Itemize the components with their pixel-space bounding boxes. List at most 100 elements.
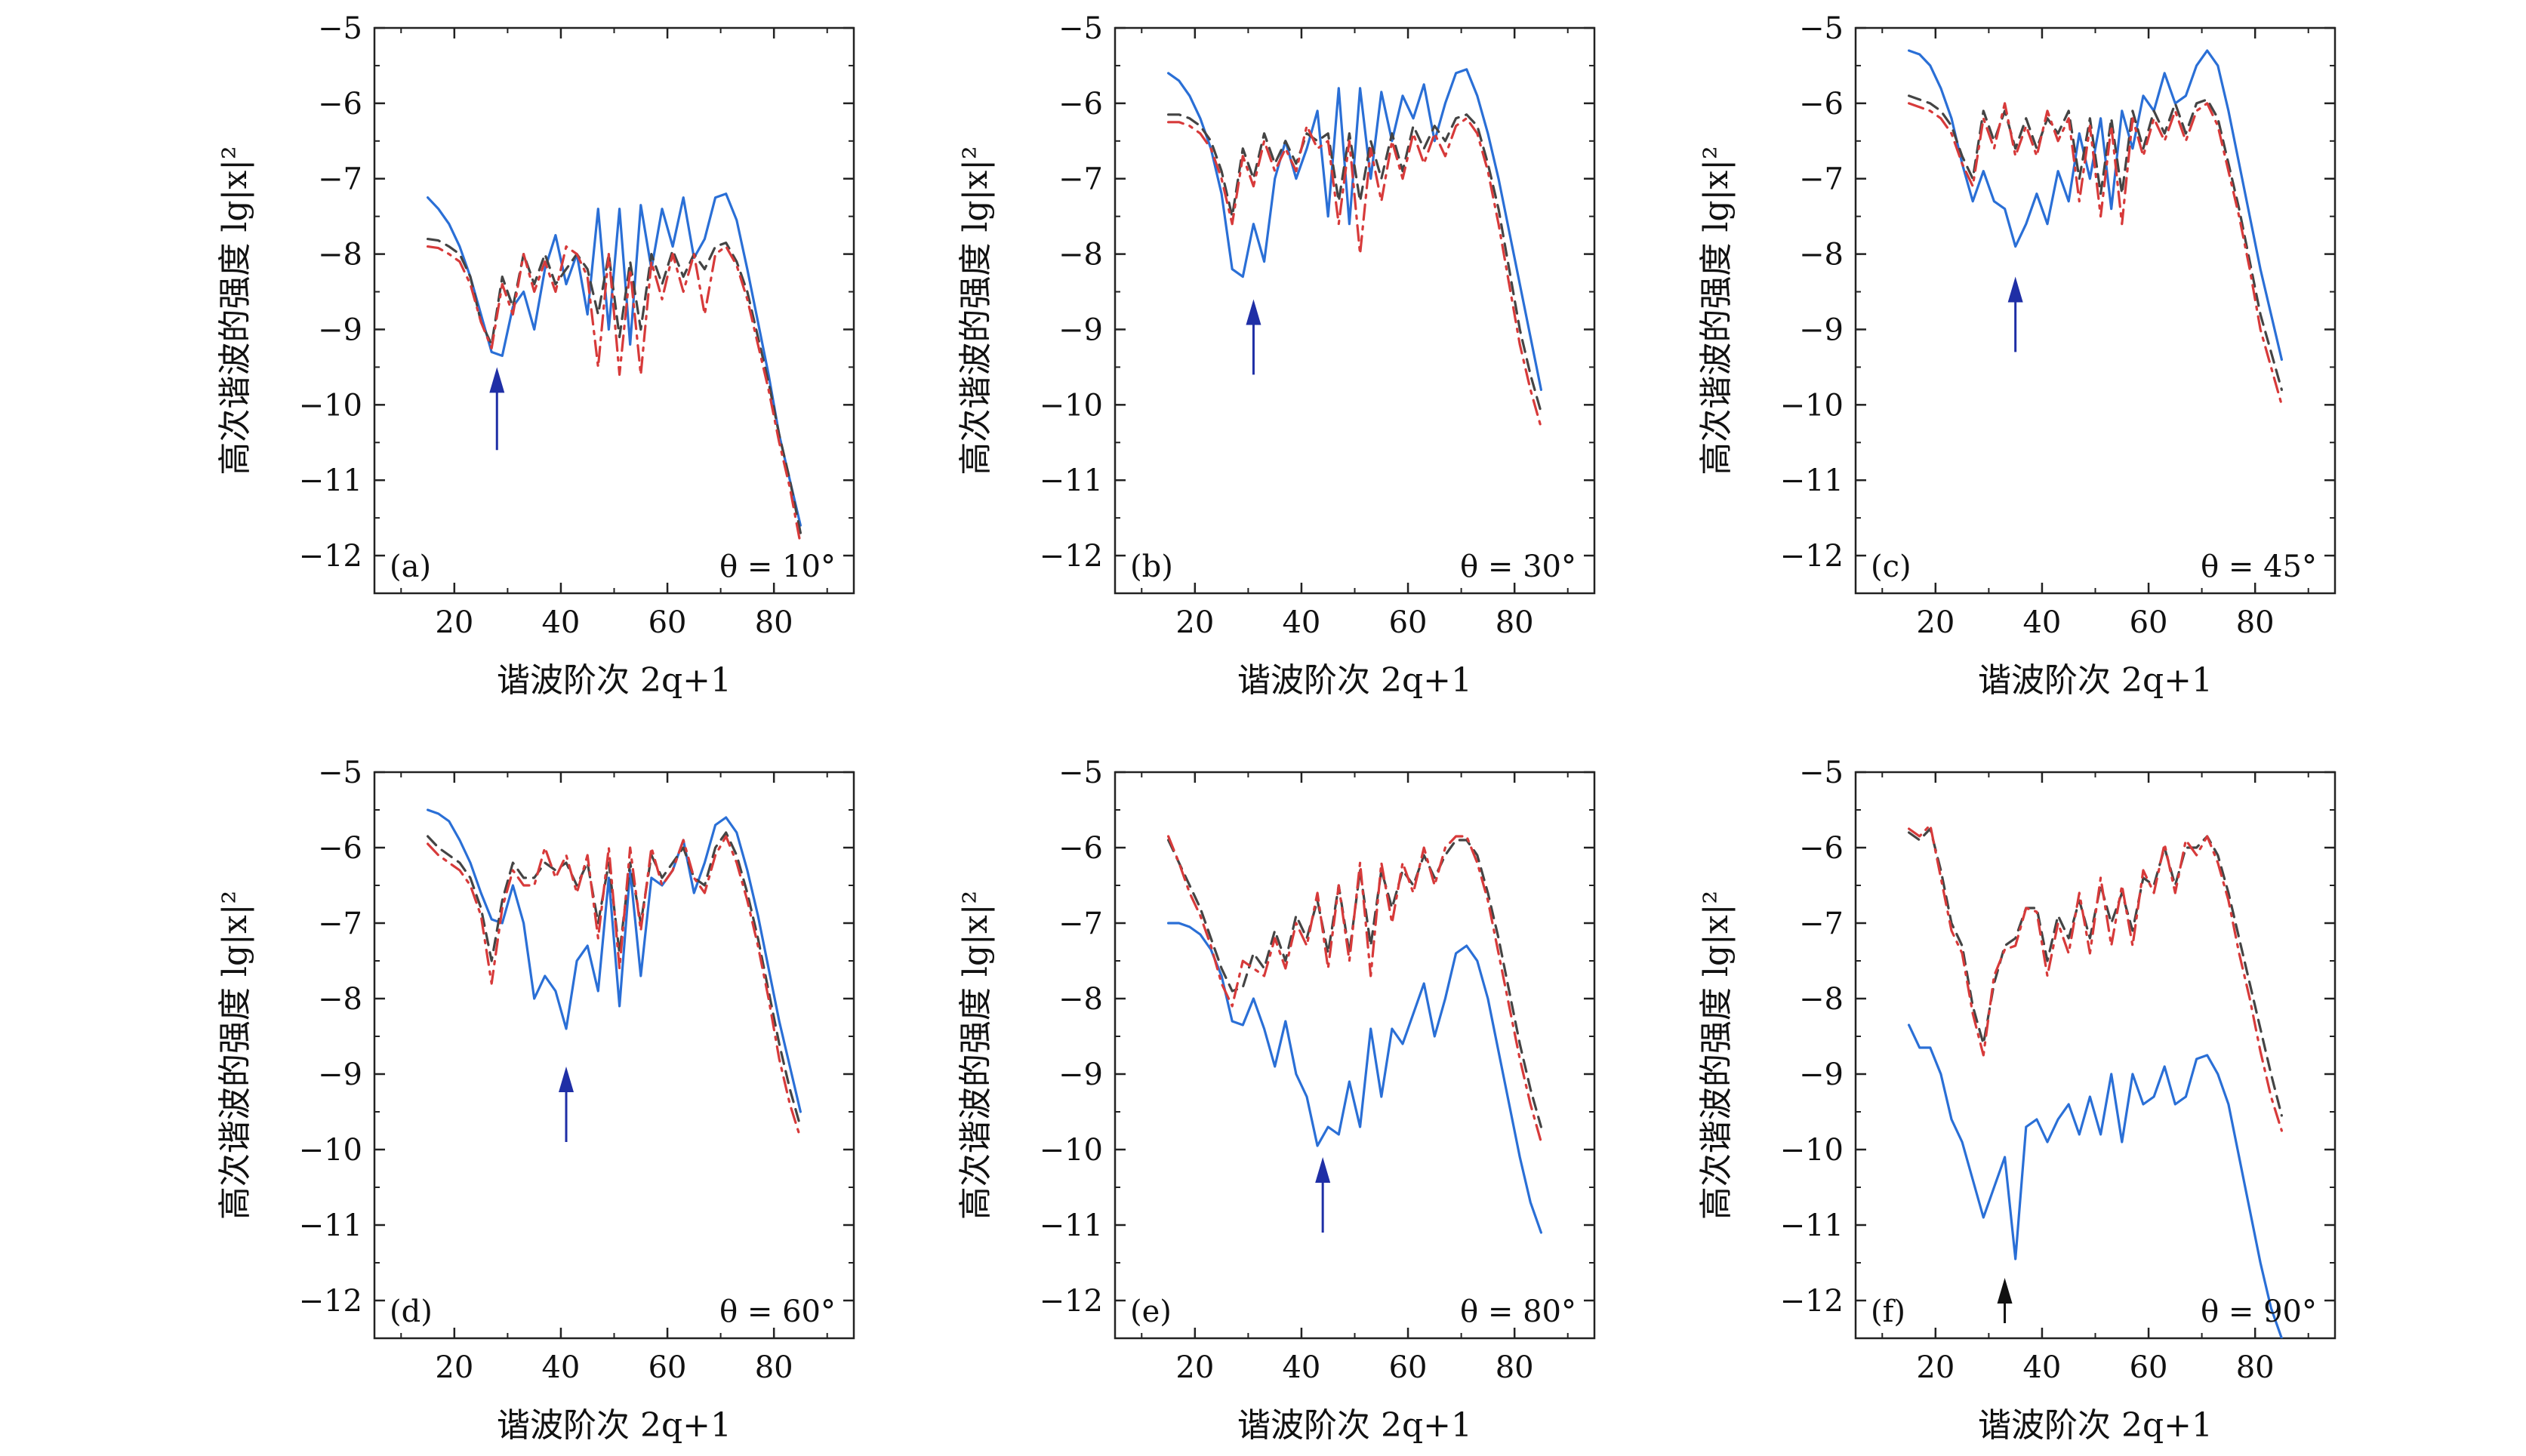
y-tick-label: −5 xyxy=(1058,756,1103,790)
x-tick-label: 40 xyxy=(2022,1350,2061,1385)
y-tick-label: −6 xyxy=(1058,831,1103,866)
y-tick-label: −8 xyxy=(318,982,362,1017)
y-tick-label: −7 xyxy=(318,162,362,197)
y-tick-label: −11 xyxy=(299,463,362,498)
series-line-dash xyxy=(1166,113,1543,414)
series-line-dashdot xyxy=(1166,117,1543,429)
y-tick-label: −5 xyxy=(318,756,362,790)
y-tick-label: −6 xyxy=(1058,87,1103,122)
panel-tag: (d) xyxy=(390,1294,433,1329)
y-tick-label: −6 xyxy=(318,87,362,122)
series-line-dashdot xyxy=(1908,823,2283,1132)
x-tick-label: 80 xyxy=(755,1350,793,1385)
series-line-solid xyxy=(426,192,802,527)
y-tick-label: −5 xyxy=(1058,11,1103,46)
x-tick-label: 80 xyxy=(2236,605,2275,640)
theta-annotation: θ = 60° xyxy=(719,1294,836,1329)
y-tick-label: −10 xyxy=(1040,1133,1103,1168)
x-axis-title: 谐波阶次 2q+1 xyxy=(1237,661,1472,700)
y-tick-label: −10 xyxy=(299,388,362,423)
x-tick-label: 80 xyxy=(1496,1350,1534,1385)
series-group xyxy=(426,808,802,1140)
y-tick-label: −12 xyxy=(1040,539,1103,574)
plot-frame xyxy=(1114,26,1596,595)
theta-annotation: θ = 45° xyxy=(2201,549,2317,584)
y-axis-title: 高次谐波的强度 lg|x|² xyxy=(216,146,254,475)
series-line-dashdot xyxy=(426,245,802,546)
y-tick-label: −6 xyxy=(1799,831,1844,866)
y-axis-title: 高次谐波的强度 lg|x|² xyxy=(956,891,995,1220)
x-tick-label: 20 xyxy=(1916,1350,1955,1385)
series-line-dashdot xyxy=(1166,835,1543,1144)
x-tick-label: 80 xyxy=(2236,1350,2275,1385)
y-tick-label: −9 xyxy=(318,1057,362,1092)
y-tick-label: −5 xyxy=(318,11,362,46)
y-tick-label: −8 xyxy=(1058,982,1103,1017)
x-tick-label: 60 xyxy=(1389,1350,1428,1385)
chart-panel-d: −5 −6 −7 −8 −9 −10 −11 −12 20 40 60 80 谐波阶次 2q+1 高次谐波… xyxy=(216,756,855,1445)
y-tick-label: −9 xyxy=(318,312,362,347)
y-tick-label: −8 xyxy=(1799,982,1844,1017)
y-tick-label: −8 xyxy=(318,238,362,272)
x-axis-title: 谐波阶次 2q+1 xyxy=(497,1406,732,1445)
panel-tag: (a) xyxy=(390,549,431,584)
y-tick-label: −12 xyxy=(1780,1284,1844,1319)
y-tick-label: −9 xyxy=(1058,1057,1103,1092)
y-tick-label: −6 xyxy=(1799,87,1844,122)
chart-panel-f: −5 −6 −7 −8 −9 −10 −11 −12 20 40 60 80 谐波阶次 2q+1 高次谐波… xyxy=(1697,756,2337,1445)
theta-annotation: θ = 80° xyxy=(1460,1294,1576,1329)
x-tick-label: 20 xyxy=(435,1350,473,1385)
x-tick-label: 40 xyxy=(541,1350,580,1385)
chart-panel-b: −5 −6 −7 −8 −9 −10 −11 −12 20 40 60 80 谐波阶次 2q+1 高次谐波… xyxy=(956,11,1596,700)
y-tick-label: −11 xyxy=(1780,463,1844,498)
y-tick-label: −5 xyxy=(1799,756,1844,790)
series-group xyxy=(426,192,802,546)
chart-panel-c: −5 −6 −7 −8 −9 −10 −11 −12 20 40 60 80 谐波阶次 2q+1 高次谐波… xyxy=(1697,11,2337,700)
panel-tag: (c) xyxy=(1871,549,1911,584)
y-tick-label: −7 xyxy=(1799,162,1844,197)
y-tick-label: −10 xyxy=(1040,388,1103,423)
x-tick-label: 60 xyxy=(648,605,687,640)
series-group xyxy=(1908,823,2283,1338)
series-group xyxy=(1166,68,1543,429)
series-line-dashdot xyxy=(426,835,802,1140)
y-axis-title: 高次谐波的强度 lg|x|² xyxy=(1697,146,1736,475)
y-tick-label: −12 xyxy=(299,1284,362,1319)
y-tick-label: −11 xyxy=(1040,1208,1103,1243)
y-tick-label: −6 xyxy=(318,831,362,866)
x-tick-label: 80 xyxy=(1496,605,1534,640)
y-tick-label: −7 xyxy=(1058,907,1103,941)
y-tick-label: −11 xyxy=(1040,463,1103,498)
panel-tag: (b) xyxy=(1130,549,1173,584)
marker-arrow-head xyxy=(1246,299,1261,325)
plot-frame xyxy=(1854,26,2337,595)
y-tick-label: −10 xyxy=(1780,388,1844,423)
x-axis-title: 谐波阶次 2q+1 xyxy=(1978,1406,2213,1445)
panel-tag: (f) xyxy=(1871,1294,1905,1329)
y-tick-label: −12 xyxy=(299,539,362,574)
y-tick-label: −12 xyxy=(1780,539,1844,574)
x-tick-label: 20 xyxy=(1175,1350,1214,1385)
y-tick-label: −9 xyxy=(1058,312,1103,347)
y-tick-label: −9 xyxy=(1799,312,1844,347)
y-tick-label: −7 xyxy=(318,907,362,941)
theta-annotation: θ = 30° xyxy=(1460,549,1576,584)
series-line-dash xyxy=(1166,839,1543,1128)
y-tick-label: −11 xyxy=(299,1208,362,1243)
series-line-solid xyxy=(1166,68,1543,392)
x-tick-label: 60 xyxy=(1389,605,1428,640)
marker-arrow-head xyxy=(489,367,505,393)
marker-arrow-head xyxy=(2007,276,2023,303)
y-axis-title: 高次谐波的强度 lg|x|² xyxy=(216,891,254,1220)
marker-arrow-head xyxy=(559,1067,574,1092)
x-tick-label: 20 xyxy=(1916,605,1955,640)
y-tick-label: −10 xyxy=(1780,1133,1844,1168)
theta-annotation: θ = 90° xyxy=(2201,1294,2317,1329)
y-axis-title: 高次谐波的强度 lg|x|² xyxy=(1697,891,1736,1220)
panel-tag: (e) xyxy=(1130,1294,1172,1329)
series-line-dash xyxy=(426,238,802,534)
x-tick-label: 40 xyxy=(1282,1350,1320,1385)
x-axis-title: 谐波阶次 2q+1 xyxy=(1237,1406,1472,1445)
series-line-solid xyxy=(1908,1024,2283,1338)
